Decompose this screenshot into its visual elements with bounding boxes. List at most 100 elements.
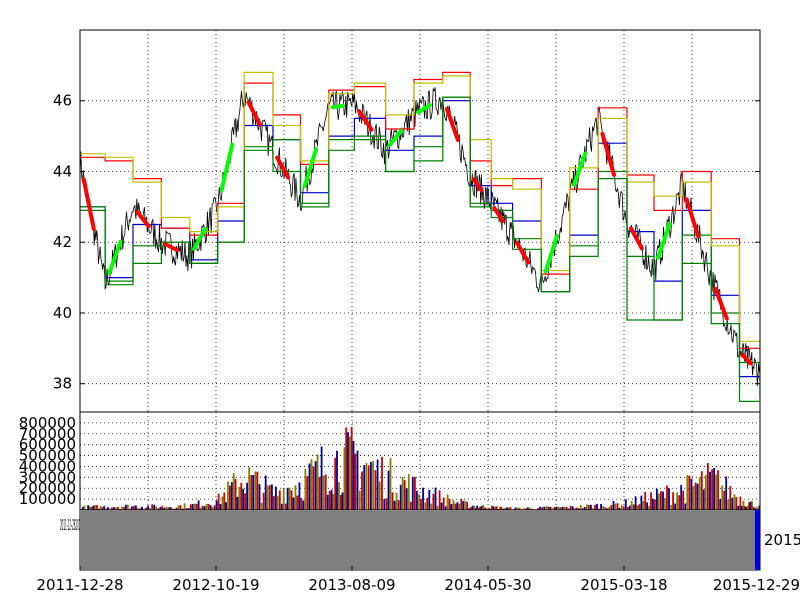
volume-bar xyxy=(501,508,504,510)
volume-bar xyxy=(446,494,449,510)
volume-bar xyxy=(705,474,707,510)
volume-bar xyxy=(133,505,135,510)
volume-bar xyxy=(252,475,255,510)
volume-bar xyxy=(92,505,95,510)
volume-bar xyxy=(234,478,237,510)
volume-bar xyxy=(403,480,406,510)
volume-bar xyxy=(399,484,402,510)
volume-bar xyxy=(460,499,463,510)
volume-bar xyxy=(238,486,241,510)
volume-bar xyxy=(211,507,214,510)
volume-bar xyxy=(509,507,512,510)
volume-bar xyxy=(296,495,299,510)
volume-bar xyxy=(312,466,315,510)
volume-bar xyxy=(300,498,303,510)
volume-bar xyxy=(491,505,493,510)
volume-bar xyxy=(485,508,487,510)
volume-bar xyxy=(549,506,552,510)
volume-bar xyxy=(581,507,584,510)
volume-bar xyxy=(688,475,691,510)
volume-bar xyxy=(531,508,533,510)
volume-bar xyxy=(318,477,321,510)
signal-markers-group xyxy=(81,100,753,366)
volume-bar xyxy=(466,501,469,510)
volume-bar xyxy=(694,482,697,510)
volume-bar xyxy=(143,508,145,510)
volume-bar xyxy=(127,504,129,510)
volume-bar xyxy=(292,497,295,510)
volume-bar xyxy=(350,426,353,510)
volume-bar xyxy=(454,503,457,510)
volume-bar xyxy=(135,505,137,510)
volume-y-tick-label: 400000 xyxy=(19,457,76,475)
volume-bar xyxy=(363,465,366,510)
buy-signal-marker xyxy=(387,128,404,147)
volume-bar xyxy=(225,502,227,510)
volume-bar xyxy=(438,490,441,510)
price-y-tick-label: 38 xyxy=(53,375,72,393)
volume-bar xyxy=(242,488,245,510)
sell-signal-marker xyxy=(514,240,531,265)
volume-bar xyxy=(193,503,196,510)
volume-bar xyxy=(149,508,151,510)
volume-bar xyxy=(622,506,625,510)
price-y-tick-label: 46 xyxy=(53,92,72,110)
volume-bar xyxy=(640,495,643,510)
volume-bar xyxy=(598,508,600,510)
volume-bar xyxy=(717,470,719,510)
volume-bar xyxy=(217,493,220,510)
volume-bar xyxy=(288,487,291,510)
date-slider[interactable]: 2015 xyxy=(79,509,800,571)
volume-bar xyxy=(201,505,204,510)
volume-bar xyxy=(111,507,113,510)
volume-bar xyxy=(721,485,724,510)
volume-bar xyxy=(191,504,194,510)
volume-bar xyxy=(751,501,753,510)
volume-bar xyxy=(145,507,147,510)
volume-bar xyxy=(151,504,154,510)
volume-bar xyxy=(725,476,728,510)
volume-bar xyxy=(739,496,742,510)
volume-bar xyxy=(119,508,121,510)
volume-bar xyxy=(343,447,346,510)
volume-bar xyxy=(627,507,629,510)
volume-bar xyxy=(492,506,495,510)
volume-bar xyxy=(508,507,510,510)
volume-bar xyxy=(434,487,437,510)
volume-bar xyxy=(624,499,627,510)
volume-bar xyxy=(594,504,596,510)
volume-bar xyxy=(306,476,309,510)
volume-bar xyxy=(153,504,156,510)
volume-bar xyxy=(294,485,297,510)
volume-bar xyxy=(569,505,572,510)
volume-bar xyxy=(89,506,91,510)
volume-bar xyxy=(165,506,168,510)
volume-bar xyxy=(684,503,687,510)
volume-bar xyxy=(320,446,323,510)
volume-bar xyxy=(215,500,218,510)
volume-bar xyxy=(479,506,481,510)
volume-bar xyxy=(282,488,285,510)
volume-bar xyxy=(99,505,102,510)
slider-handle[interactable] xyxy=(755,510,760,570)
volume-bar xyxy=(387,470,390,510)
volume-bar xyxy=(345,427,348,510)
volume-bar xyxy=(450,504,453,510)
volume-bar xyxy=(561,506,564,510)
volume-bar xyxy=(656,488,658,510)
volume-bar xyxy=(741,506,743,510)
volume-bar xyxy=(395,492,398,510)
volume-y-tick-label: 300000 xyxy=(19,468,76,486)
volume-bar xyxy=(495,506,498,510)
volume-bar xyxy=(746,505,749,510)
volume-bar xyxy=(117,507,119,510)
volume-bar xyxy=(367,465,370,510)
volume-bar xyxy=(420,498,422,510)
volume-bar xyxy=(488,508,490,510)
volume-bar xyxy=(147,505,149,510)
price-y-tick-label: 42 xyxy=(53,233,72,251)
volume-bar xyxy=(452,500,455,510)
price-series-group xyxy=(80,71,760,402)
volume-bar xyxy=(458,503,461,510)
volume-bar xyxy=(94,505,97,510)
